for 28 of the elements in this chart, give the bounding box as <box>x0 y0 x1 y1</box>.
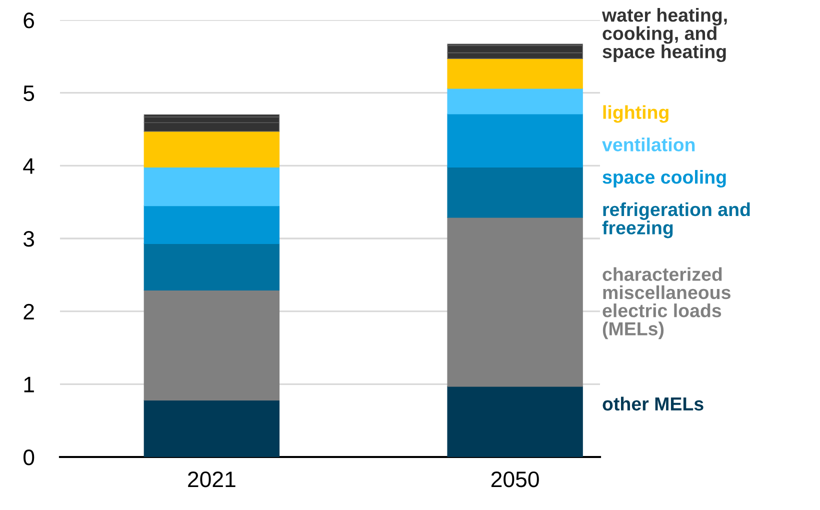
bar <box>144 400 280 457</box>
y-tick-label: 0 <box>24 450 34 466</box>
series-label: refrigeration and freezing <box>602 202 750 238</box>
x-tick-label: 2021 <box>188 471 236 488</box>
y-tick-label: 2 <box>24 304 34 320</box>
bar <box>447 88 583 114</box>
series-label: other MELs <box>602 396 704 411</box>
y-tick-label: 3 <box>23 231 34 247</box>
series-label: characterized miscellaneous electric loads (MELs) <box>602 267 730 340</box>
bar <box>144 166 280 206</box>
bar <box>447 166 583 218</box>
y-tick-label: 4 <box>23 158 34 174</box>
series-label: water heating, cooking, and space heating <box>602 8 727 62</box>
y-tick-label: 6 <box>24 12 34 28</box>
bar <box>144 131 280 168</box>
y-tick-label: 5 <box>24 86 34 102</box>
series-label: space cooling <box>602 170 726 188</box>
bar <box>447 386 583 457</box>
bar <box>447 58 583 89</box>
series-label: ventilation <box>602 138 695 152</box>
bar <box>144 290 280 401</box>
bar <box>447 217 583 387</box>
bar <box>144 205 280 244</box>
series-label: lighting <box>603 105 668 123</box>
bar <box>144 243 280 291</box>
bar <box>447 114 583 168</box>
y-tick-label: 1 <box>24 376 34 392</box>
x-tick-label: 2050 <box>491 471 539 488</box>
